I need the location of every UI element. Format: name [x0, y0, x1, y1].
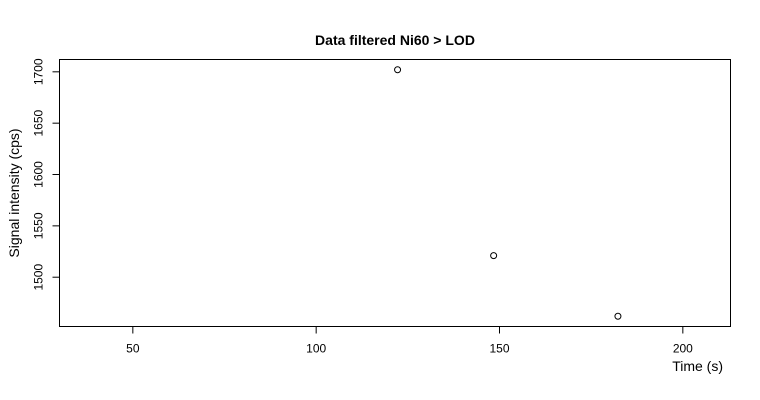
- y-axis: 1500 1550 1600 1650 1700: [32, 58, 60, 291]
- x-tick-label: 150: [489, 342, 509, 356]
- data-points: [394, 66, 622, 320]
- y-tick-label: 1600: [32, 161, 46, 188]
- data-point: [490, 252, 498, 260]
- data-point: [614, 312, 622, 320]
- plot-frame: [59, 59, 731, 327]
- y-tick-label: 1650: [32, 109, 46, 136]
- x-tick-label: 200: [673, 342, 693, 356]
- y-axis-label: Signal intensity (cps): [6, 128, 22, 257]
- data-point: [394, 66, 402, 74]
- y-tick-label: 1550: [32, 212, 46, 239]
- x-axis-label: Time (s): [672, 358, 723, 374]
- x-tick-label: 50: [126, 342, 140, 356]
- y-tick-label: 1700: [32, 58, 46, 85]
- x-axis: 50 100 150 200: [126, 326, 693, 356]
- x-tick-label: 100: [306, 342, 326, 356]
- y-tick-label: 1500: [32, 264, 46, 291]
- chart-title: Data filtered Ni60 > LOD: [315, 32, 475, 48]
